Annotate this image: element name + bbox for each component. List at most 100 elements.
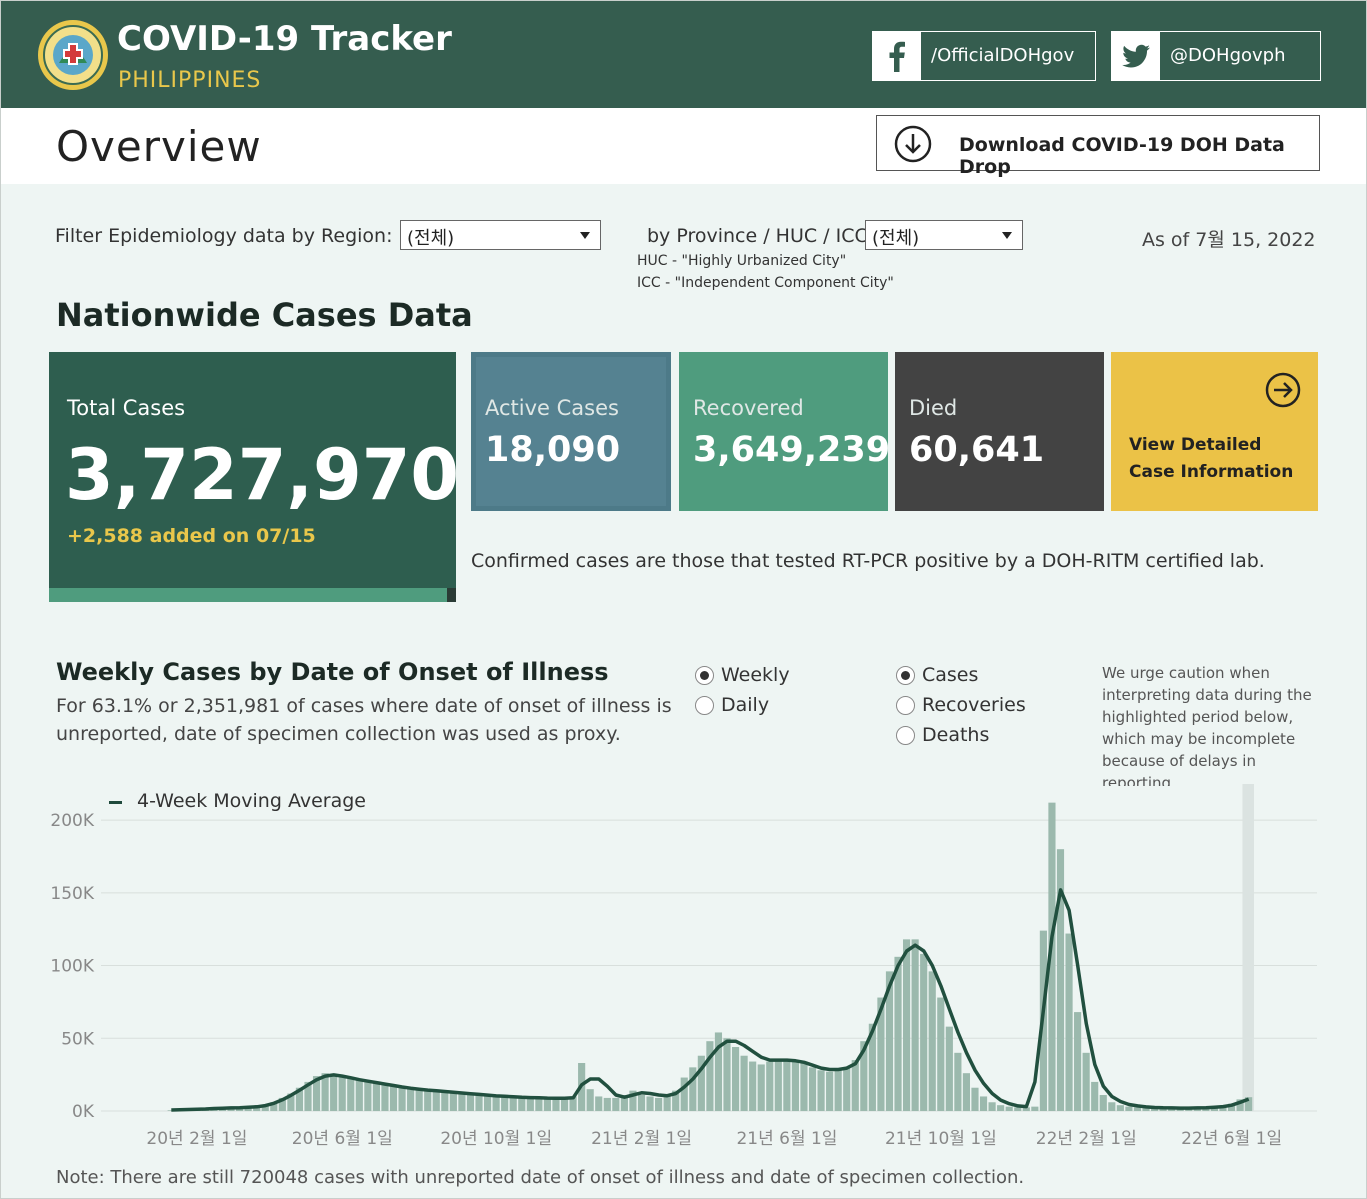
bar [338, 1077, 346, 1111]
icc-note: ICC - "Independent Component City" [637, 275, 894, 291]
bar [937, 997, 945, 1111]
bar [834, 1070, 842, 1111]
bar [988, 1102, 996, 1111]
facebook-handle: /OfficialDOHgov [931, 45, 1075, 66]
card-accent-strip [49, 588, 447, 602]
recovered-card: Recovered 3,649,239 [679, 352, 890, 511]
bar [920, 953, 928, 1111]
active-cases-label: Active Cases [485, 396, 619, 420]
bar [851, 1060, 859, 1111]
bar [347, 1079, 355, 1111]
bar [1056, 849, 1065, 1111]
bar [962, 1073, 971, 1111]
unreported-cases-note: Note: There are still 720048 cases with … [56, 1167, 1025, 1188]
bar [1116, 1105, 1124, 1111]
bar [646, 1096, 654, 1111]
bar [261, 1105, 269, 1111]
twitter-handle: @DOHgovph [1170, 45, 1286, 66]
x-tick-label: 21년 2월 1일 [591, 1129, 692, 1149]
died-value: 60,641 [909, 430, 1045, 470]
overview-bar: Overview Download COVID-19 DOH Data Drop [1, 108, 1366, 184]
doh-seal-logo [38, 20, 108, 90]
weekly-chart-description: For 63.1% or 2,351,981 of cases where da… [56, 695, 672, 745]
bar [560, 1097, 569, 1111]
bar [689, 1067, 697, 1111]
confirmed-cases-note: Confirmed cases are those that tested RT… [471, 550, 1265, 572]
bar [620, 1095, 628, 1111]
chevron-down-icon [1002, 232, 1012, 239]
bar [449, 1092, 457, 1111]
bar [1074, 1012, 1082, 1111]
moving-average-line [171, 888, 1250, 1112]
top-header: COVID-19 Tracker PHILIPPINES /OfficialDO… [1, 1, 1366, 108]
bar [817, 1070, 825, 1111]
bar [774, 1058, 782, 1111]
x-tick-label: 20년 10월 1일 [440, 1129, 552, 1149]
weekly-cases-chart: 0K 50K 100K 150K 200K 20년 2월 1일 20년 6월 1일 20년 … [50, 784, 1317, 1149]
bar [569, 1096, 577, 1111]
y-tick-label: 150K [50, 884, 94, 904]
bar [552, 1098, 560, 1111]
bar [295, 1087, 304, 1111]
arrow-right-circle-icon [1265, 372, 1301, 408]
bar [441, 1092, 449, 1111]
y-tick-label: 200K [50, 811, 94, 831]
bar [1099, 1095, 1107, 1111]
radio-button [896, 696, 915, 715]
bar [475, 1095, 483, 1111]
radio-weekly-label: Weekly [721, 664, 790, 686]
view-detailed-case-button[interactable]: View Detailed Case Information [1111, 352, 1318, 511]
twitter-icon-box [1112, 32, 1160, 80]
region-select[interactable]: (전체) [400, 220, 601, 250]
province-select[interactable]: (전체) [865, 220, 1023, 250]
bar [877, 997, 885, 1111]
bar [270, 1102, 278, 1111]
recovered-label: Recovered [693, 396, 804, 420]
bar [979, 1096, 988, 1111]
bar [330, 1074, 338, 1111]
y-tick-label: 100K [50, 957, 94, 977]
died-label: Died [909, 396, 958, 420]
total-cases-card: Total Cases 3,727,970 +2,588 added on 07… [49, 352, 459, 602]
y-tick-label: 0K [72, 1102, 95, 1122]
page-title: Overview [56, 122, 262, 171]
bar [526, 1097, 534, 1111]
radio-button [695, 666, 714, 685]
bar [1014, 1107, 1022, 1111]
bar [595, 1096, 603, 1111]
incomplete-period-highlight [1242, 784, 1254, 1111]
as-of-date: As of 7월 15, 2022 [1142, 229, 1316, 251]
bar [1048, 802, 1056, 1111]
bar [971, 1087, 979, 1111]
bar [723, 1038, 731, 1111]
radio-daily-label: Daily [721, 694, 770, 716]
bar [1022, 1107, 1030, 1111]
active-cases-card: Active Cases 18,090 [471, 352, 671, 511]
bar [458, 1093, 466, 1111]
bar [868, 1023, 876, 1111]
radio-deaths-label: Deaths [922, 724, 990, 746]
twitter-icon [1122, 44, 1150, 68]
bar [629, 1090, 637, 1111]
bar [501, 1096, 509, 1111]
bar [911, 939, 919, 1111]
bar [885, 971, 894, 1111]
bar [731, 1047, 740, 1111]
bar [1142, 1107, 1150, 1111]
bar [364, 1081, 372, 1111]
bar [757, 1064, 765, 1111]
total-cases-label: Total Cases [67, 396, 186, 420]
x-tick-label: 20년 6월 1일 [292, 1129, 393, 1149]
bar [1125, 1106, 1133, 1111]
app-title: COVID-19 Tracker [117, 19, 452, 59]
bar [928, 971, 936, 1111]
twitter-link[interactable]: @DOHgovph [1111, 31, 1321, 81]
download-data-drop-button[interactable]: Download COVID-19 DOH Data Drop [876, 115, 1320, 178]
bar [843, 1067, 851, 1111]
died-card: Died 60,641 [895, 352, 1104, 511]
facebook-link[interactable]: /OfficialDOHgov [872, 31, 1096, 81]
bar [749, 1061, 757, 1111]
bar [355, 1080, 363, 1111]
bar [253, 1106, 261, 1111]
x-tick-label: 22년 6월 1일 [1181, 1129, 1282, 1149]
